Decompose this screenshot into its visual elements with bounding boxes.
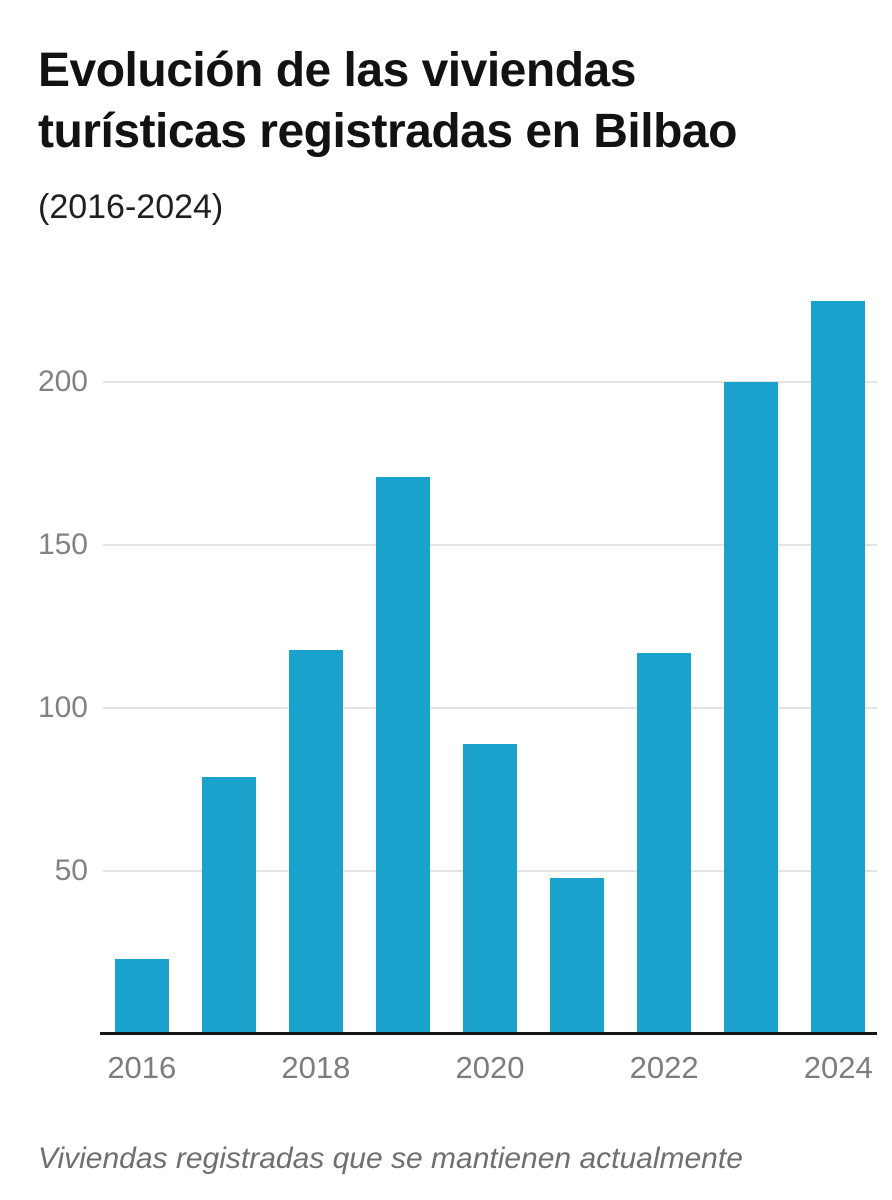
x-tick-label-2024: 2024 bbox=[803, 1050, 873, 1085]
bar-2016 bbox=[114, 959, 169, 1034]
y-tick-label-100: 100 bbox=[37, 691, 88, 725]
bar-2024 bbox=[811, 301, 866, 1034]
y-tick-label-200: 200 bbox=[37, 365, 88, 399]
y-tick-label-50: 50 bbox=[54, 854, 88, 888]
x-tick-label-2018: 2018 bbox=[281, 1050, 351, 1085]
plot-area bbox=[103, 301, 877, 1034]
gridline-100 bbox=[103, 707, 877, 710]
bar-2022 bbox=[637, 652, 692, 1034]
y-tick-label-150: 150 bbox=[37, 528, 88, 562]
x-axis-line bbox=[100, 1032, 877, 1035]
bar-2021 bbox=[550, 877, 605, 1034]
bar-2020 bbox=[463, 744, 518, 1034]
bar-2018 bbox=[288, 649, 343, 1034]
footer-note-container: Viviendas registradas que se mantienen a… bbox=[38, 1142, 858, 1176]
chart-title: Evolución de las viviendas turísticas re… bbox=[38, 44, 737, 158]
x-tick-label-2016: 2016 bbox=[107, 1050, 177, 1085]
gridline-200 bbox=[103, 381, 877, 384]
bar-2019 bbox=[375, 476, 430, 1034]
gridline-150 bbox=[103, 544, 877, 547]
chart-subtitle: (2016-2024) bbox=[38, 188, 224, 226]
bar-2017 bbox=[201, 776, 256, 1034]
bar-2023 bbox=[724, 382, 779, 1034]
x-tick-label-2022: 2022 bbox=[629, 1050, 699, 1085]
footer-note: Viviendas registradas que se mantienen a… bbox=[38, 1142, 743, 1175]
x-tick-label-2020: 2020 bbox=[455, 1050, 525, 1085]
